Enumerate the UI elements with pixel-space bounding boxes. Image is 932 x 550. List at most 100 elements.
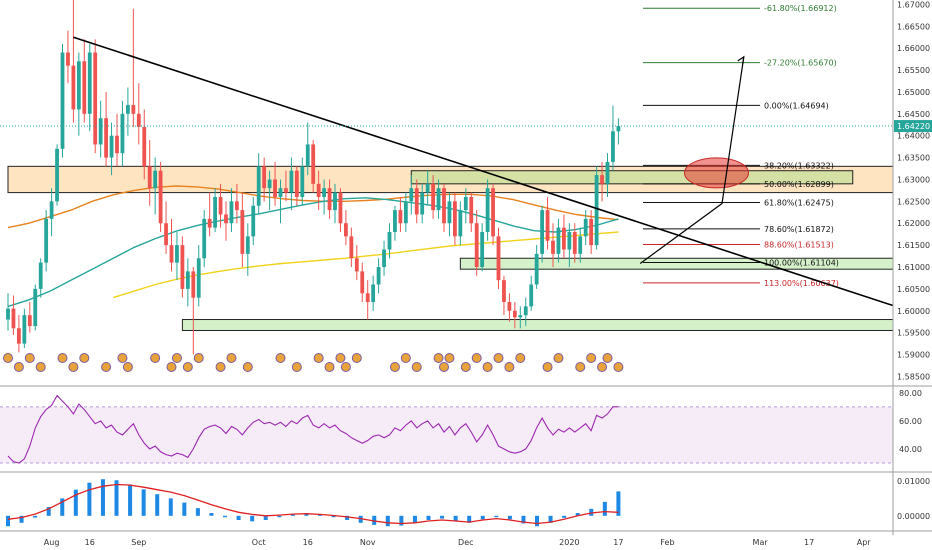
current-price-tag [894,120,932,133]
candle-body [605,161,610,184]
candle-body [583,218,588,237]
fib-level-label: 88.60%(1.61513) [764,241,834,250]
macd-histogram-bar [440,515,445,519]
candle-body [76,61,81,110]
candle-body [185,271,190,289]
macd-histogram-bar [87,482,92,516]
candle-body [11,308,16,329]
macd-panel [6,479,621,527]
macd-histogram-bar [494,515,499,518]
event-marker-icon [340,362,351,372]
macd-histogram-bar [6,515,10,527]
candle-body [414,188,419,215]
time-tick-label: 17 [804,538,814,547]
candle-body [382,249,386,268]
event-marker-icon [57,353,68,363]
event-marker-icon [553,353,564,363]
event-marker-icon [460,362,471,372]
price-tick-label: 1.58500 [897,372,930,381]
price-tick-label: 1.62000 [897,219,930,228]
price-tick-label: 1.63000 [897,175,930,184]
macd-histogram-bar [114,480,119,516]
candle-body [529,284,534,307]
support-zone [181,319,894,331]
candle-body [93,52,98,145]
candle-body [360,271,365,294]
event-marker-icon [215,362,226,372]
fib-level-label: 50.00%(1.62899) [764,180,834,189]
candle-body [387,231,392,250]
candle-body [120,113,125,154]
candle-body [398,210,403,224]
target-ellipse [684,157,749,189]
candle-body [27,315,32,327]
candle-body [22,315,27,344]
macd-histogram-bar [358,515,363,523]
event-marker-icon [324,362,335,372]
fib-level-label: 38.20%(1.63322) [764,161,834,170]
price-tick-label: 1.59500 [897,329,930,338]
candle-body [556,227,561,254]
macd-histogram-bar [521,515,526,524]
macd-histogram-bar [589,508,594,516]
candle-body [305,144,310,167]
candle-body [344,223,348,237]
macd-histogram-bar [507,515,512,520]
price-tick-label: 1.64000 [897,132,930,141]
macd-tick-label: 0.01000 [897,477,930,486]
event-marker-icon [166,362,177,372]
macd-histogram-bar [33,515,38,518]
rsi-panel [0,394,893,464]
price-tick-label: 1.59000 [897,351,930,360]
candle-body [611,131,615,162]
macd-histogram-bar [385,515,390,527]
price-tick-label: 1.63500 [897,154,930,163]
time-tick-label: Feb [660,538,674,547]
macd-tick-label: 0.00000 [897,512,930,521]
price-tick-label: 1.65000 [897,88,930,97]
drawings [0,36,894,307]
candle-body [262,166,267,189]
macd-histogram-bar [263,515,268,520]
time-tick-label: Dec [458,538,473,547]
projection-arrow [639,56,745,264]
candle-body [49,201,54,219]
candle-body [55,148,59,202]
price-tick-label: 1.62500 [897,197,930,206]
price-tick-label: 1.67000 [897,0,930,9]
time-tick-label: 17 [613,538,623,547]
macd-histogram-bar [46,507,51,516]
candle-body [147,166,152,189]
event-marker-icon [313,353,324,363]
macd-histogram-bar [575,513,580,516]
event-marker-icon [602,353,613,363]
event-marker-icon [613,362,624,372]
candle-body [82,61,87,114]
time-tick-label: Nov [360,538,376,547]
candle-body [87,52,92,114]
candle-body [142,126,147,167]
event-marker-icon [35,362,46,372]
candlestick-series [6,0,621,355]
price-tick-label: 1.66000 [897,44,930,53]
rsi-tick-label: 60.00 [899,417,922,426]
macd-histogram-bar [372,515,377,525]
candle-body [371,284,376,303]
price-zones [7,165,894,331]
candle-body [131,105,136,114]
event-marker-icon [335,353,346,363]
macd-histogram-bar [73,489,78,516]
event-marker-icon [3,353,13,363]
event-marker-icon [150,353,161,363]
fibonacci-retracement: -61.80%(1.66912) -27.20%(1.65670) 0.00%(1.… [643,4,839,288]
macd-histogram-bar [209,513,214,516]
candle-body [512,310,517,318]
macd-histogram-bar [236,515,241,520]
candle-body [207,218,212,228]
candle-body [169,245,174,263]
candle-body [196,258,201,298]
candle-body [589,218,594,246]
event-marker-icon [182,362,193,372]
